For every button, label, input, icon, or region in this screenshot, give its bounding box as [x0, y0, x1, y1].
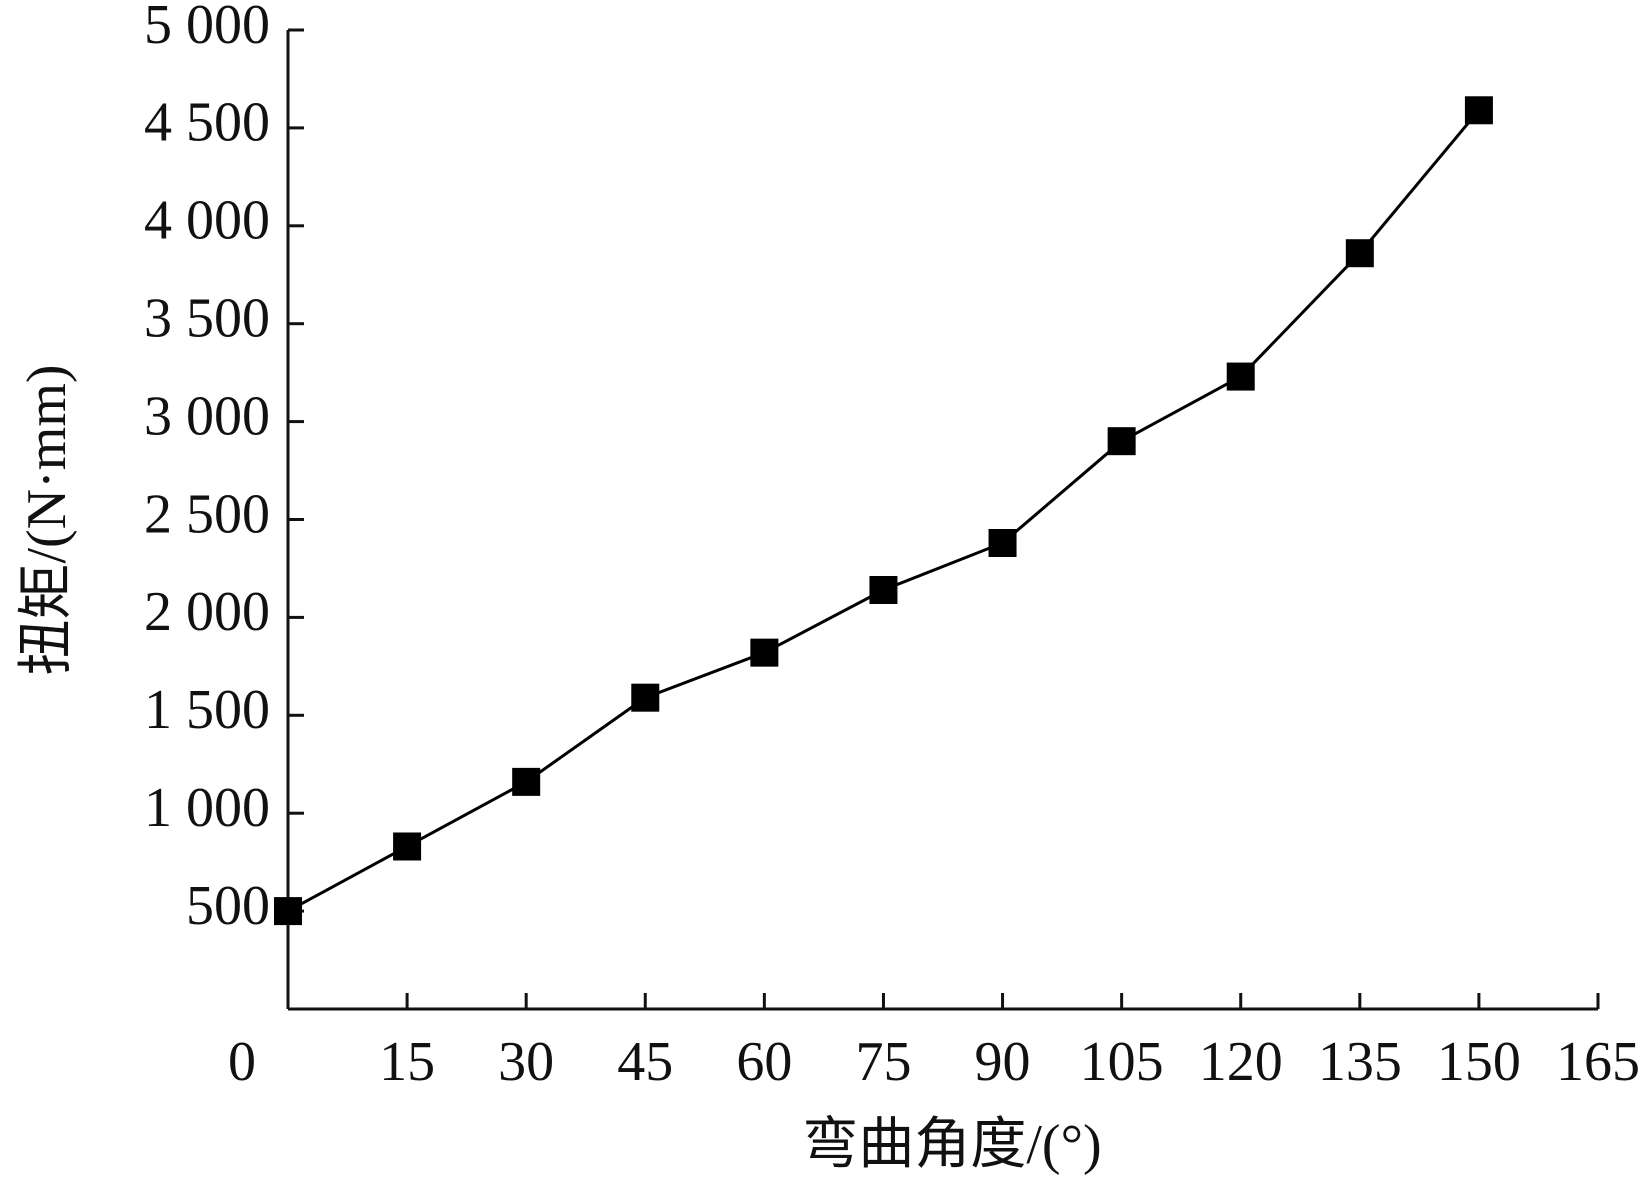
y-axis-label: 扭矩/(N·mm): [16, 364, 78, 675]
marker: [1226, 362, 1255, 391]
x-axis-label: 弯曲角度/(°): [802, 1114, 1101, 1176]
x-tick-label: 105: [1080, 1031, 1164, 1093]
x-tick-label: 60: [736, 1031, 792, 1093]
x-tick-label: 45: [617, 1031, 673, 1093]
marker: [1107, 427, 1136, 456]
y-tick-label: 500: [186, 875, 270, 937]
y-tick-label: 3 500: [144, 288, 270, 350]
y-tick-label: 1 000: [144, 777, 270, 839]
x-tick-label: 165: [1556, 1031, 1640, 1093]
x-tick-label: 120: [1199, 1031, 1283, 1093]
marker: [988, 528, 1017, 557]
series-line: [287, 109, 1481, 913]
marker: [750, 638, 779, 667]
x-tick-label: 30: [498, 1031, 554, 1093]
x-tick-label: 0: [228, 1031, 256, 1093]
marker: [869, 575, 898, 604]
marker: [631, 683, 660, 712]
x-tick-label: 150: [1437, 1031, 1521, 1093]
x-tick-label: 135: [1318, 1031, 1402, 1093]
marker: [393, 832, 422, 861]
x-tick-label: 75: [855, 1031, 911, 1093]
x-tick-label: 15: [379, 1031, 435, 1093]
y-tick-label: 4 000: [144, 190, 270, 252]
marker: [512, 767, 541, 796]
marker: [274, 897, 302, 926]
y-tick-label: 1 500: [144, 679, 270, 741]
y-tick-label: 5 000: [144, 0, 270, 56]
y-tick-label: 2 500: [144, 483, 270, 545]
y-tick-label: 2 000: [144, 581, 270, 643]
x-tick-label: 90: [975, 1031, 1031, 1093]
y-tick-label: 3 000: [144, 385, 270, 447]
marker: [1345, 239, 1374, 268]
marker: [1464, 96, 1493, 125]
y-tick-label: 4 500: [144, 92, 270, 154]
